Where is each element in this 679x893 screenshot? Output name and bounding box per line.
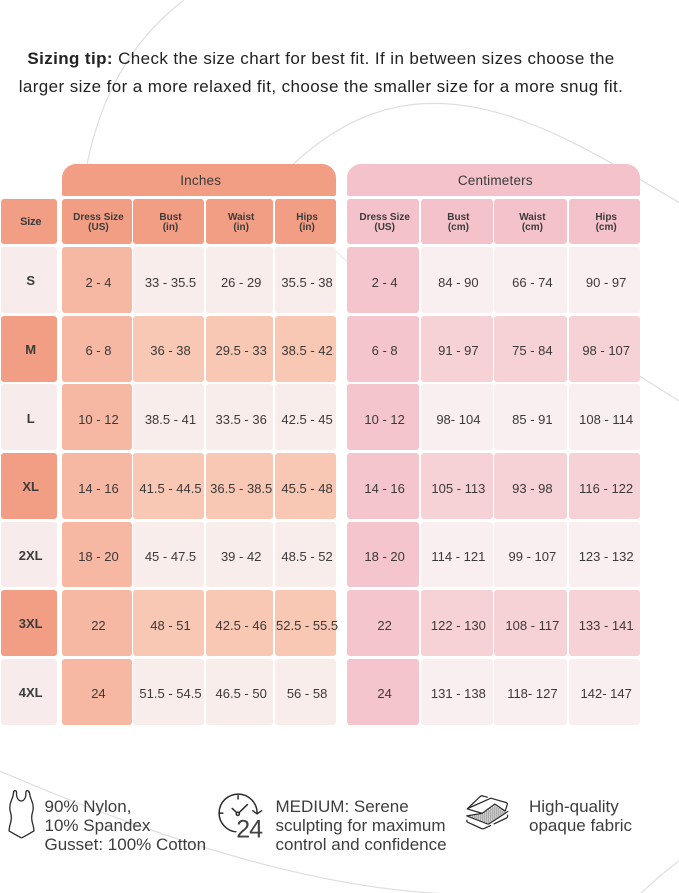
svg-text:24: 24: [236, 815, 263, 843]
